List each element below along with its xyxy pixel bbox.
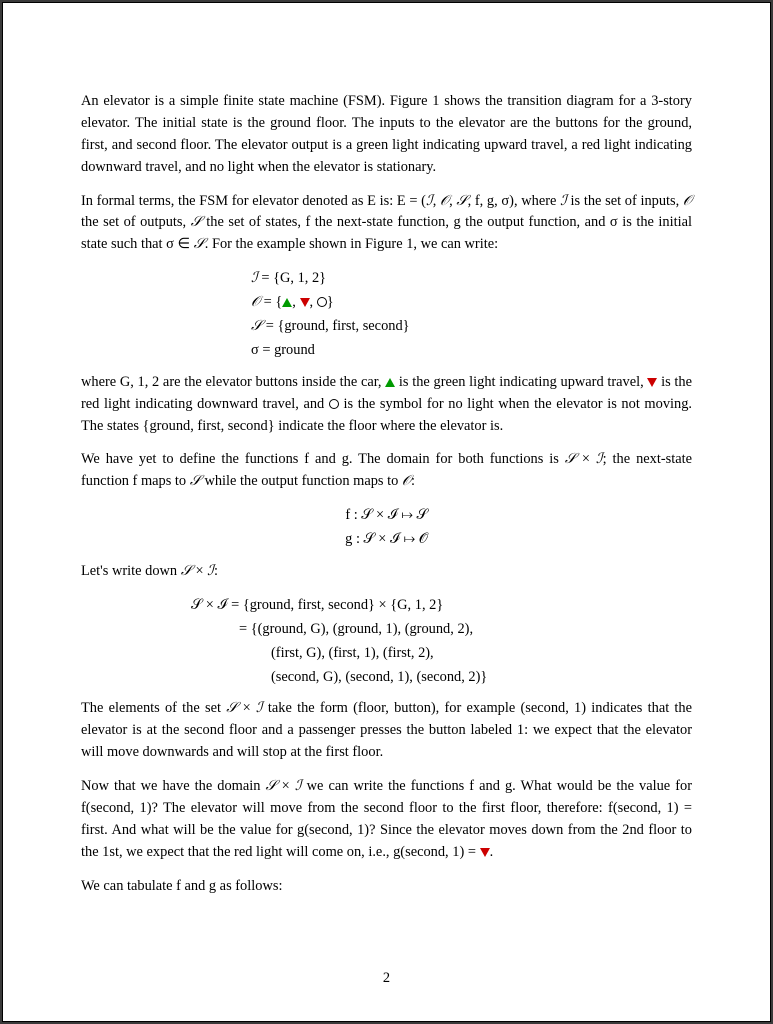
symbol-I: ℐ: [251, 270, 258, 286]
paragraph-4: We have yet to define the functions f an…: [81, 449, 692, 493]
symbol-S: 𝒮: [251, 318, 262, 334]
eq-line: σ = ground: [251, 340, 692, 362]
symbol-S: 𝒮: [266, 778, 277, 794]
paragraph-3: where G, 1, 2 are the elevator buttons i…: [81, 372, 692, 438]
eq-line: g : 𝒮 × ℐ ↦ 𝒪: [81, 529, 692, 551]
text: We have yet to define the functions f an…: [81, 451, 565, 467]
symbol-I: ℐ: [560, 193, 567, 209]
paragraph-7: Now that we have the domain 𝒮 × ℐ we can…: [81, 776, 692, 864]
text: . For the example shown in Figure 1, we …: [205, 236, 498, 252]
text: :: [214, 563, 218, 579]
eq-line: = {(ground, G), (ground, 1), (ground, 2)…: [191, 619, 692, 641]
empty-circle-icon: [329, 399, 339, 409]
empty-circle-icon: [317, 297, 327, 307]
green-up-triangle-icon: [385, 378, 395, 387]
symbol-I: ℐ: [596, 451, 603, 467]
text: ,: [433, 193, 440, 209]
text: , f, g, σ), where: [468, 193, 561, 209]
symbol-S: 𝒮: [194, 236, 205, 252]
text: :: [411, 473, 415, 489]
eq-line: f : 𝒮 × ℐ ↦ 𝒮: [81, 505, 692, 527]
symbol-I: ℐ: [295, 778, 302, 794]
text: }: [327, 294, 334, 310]
text: the set of outputs,: [81, 214, 191, 230]
eq-line: (second, G), (second, 1), (second, 2)}: [191, 667, 692, 689]
text: while the output function maps to: [201, 473, 402, 489]
paragraph-1: An elevator is a simple finite state mac…: [81, 91, 692, 179]
text: Now that we have the domain: [81, 778, 266, 794]
red-down-triangle-icon: [480, 848, 490, 857]
symbol-O: 𝒪: [251, 294, 260, 310]
text: ,: [292, 294, 299, 310]
symbol-I: ℐ: [207, 563, 214, 579]
symbol-I: ℐ: [256, 700, 263, 716]
text: ×: [237, 700, 256, 716]
text: In formal terms, the FSM for elevator de…: [81, 193, 426, 209]
viewer-background: An elevator is a simple finite state mac…: [0, 0, 773, 1024]
symbol-I: ℐ: [426, 193, 433, 209]
symbol-O: 𝒪: [683, 193, 692, 209]
eq-line: ℐ = {G, 1, 2}: [251, 268, 692, 290]
symbol-O: 𝒪: [402, 473, 411, 489]
text: Let's write down: [81, 563, 181, 579]
paragraph-8: We can tabulate f and g as follows:: [81, 876, 692, 898]
text: = {G, 1, 2}: [258, 270, 326, 286]
green-up-triangle-icon: [282, 298, 292, 307]
symbol-S: 𝒮: [226, 700, 237, 716]
text: ×: [576, 451, 596, 467]
text: is the set of inputs,: [567, 193, 683, 209]
text: = {: [260, 294, 282, 310]
paragraph-5: Let's write down 𝒮 × ℐ:: [81, 561, 692, 583]
page: An elevator is a simple finite state mac…: [2, 2, 771, 1022]
symbol-S: 𝒮: [456, 193, 467, 209]
paragraph-6: The elements of the set 𝒮 × ℐ take the f…: [81, 698, 692, 764]
text: ,: [310, 294, 317, 310]
equation-block-3: 𝒮 × ℐ = {ground, first, second} × {G, 1,…: [81, 595, 692, 689]
symbol-O: 𝒪: [440, 193, 449, 209]
text: ×: [192, 563, 207, 579]
text: is the green light indicating upward tra…: [395, 374, 647, 390]
eq-line: 𝒪 = {, , }: [251, 292, 692, 314]
text: where G, 1, 2 are the elevator buttons i…: [81, 374, 385, 390]
red-down-triangle-icon: [647, 378, 657, 387]
red-down-triangle-icon: [300, 298, 310, 307]
paragraph-2: In formal terms, the FSM for elevator de…: [81, 191, 692, 257]
text: = {ground, first, second}: [262, 318, 409, 334]
eq-line: 𝒮 × ℐ = {ground, first, second} × {G, 1,…: [191, 595, 692, 617]
eq-line: (first, G), (first, 1), (first, 2),: [191, 643, 692, 665]
equation-block-2: f : 𝒮 × ℐ ↦ 𝒮 g : 𝒮 × ℐ ↦ 𝒪: [81, 505, 692, 551]
symbol-S: 𝒮: [181, 563, 192, 579]
symbol-S: 𝒮: [191, 214, 202, 230]
text: ×: [277, 778, 295, 794]
symbol-S: 𝒮: [190, 473, 201, 489]
equation-block-1: ℐ = {G, 1, 2} 𝒪 = {, , } 𝒮 = {ground, fi…: [81, 268, 692, 362]
text: .: [490, 844, 494, 860]
symbol-S: 𝒮: [565, 451, 576, 467]
text: The elements of the set: [81, 700, 226, 716]
page-number: 2: [0, 968, 773, 990]
eq-line: 𝒮 = {ground, first, second}: [251, 316, 692, 338]
